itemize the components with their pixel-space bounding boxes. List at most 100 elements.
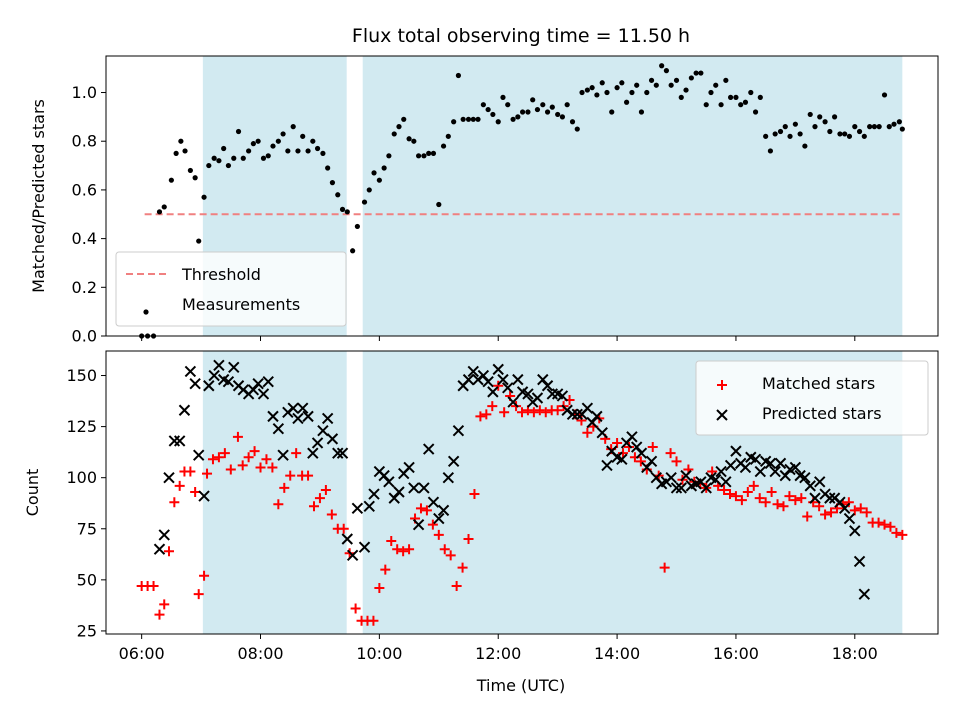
predicted-stars-point <box>858 588 871 600</box>
predicted-stars-point <box>715 465 727 478</box>
measurement-point <box>285 148 291 154</box>
measurement-point <box>782 124 788 130</box>
matched-stars-point <box>291 448 302 459</box>
matched-stars-point <box>618 448 629 459</box>
flux-ratio-panel: 0.0 0.2 0.4 0.6 0.8 1.0 Matched/Predicted star… <box>29 55 939 346</box>
predicted-stars-point <box>556 390 569 402</box>
matched-stars-point <box>802 511 813 522</box>
matched-stars-point <box>199 570 210 581</box>
measurement-point <box>485 106 491 113</box>
predicted-stars-point <box>487 386 499 398</box>
matched-stars-point <box>552 405 563 416</box>
measurement-point <box>534 106 541 113</box>
ratio-y-tick-label: 0.0 <box>72 327 97 346</box>
measurement-point <box>787 133 793 139</box>
matched-stars-point <box>219 448 230 459</box>
measurement-point <box>505 102 511 108</box>
x-tick-label: 08:00 <box>237 644 283 663</box>
matched-stars-point <box>404 544 415 555</box>
predicted-stars-point <box>272 422 285 435</box>
measurement-point <box>797 131 803 137</box>
matched-stars-point <box>457 562 468 573</box>
matched-stars-point <box>493 380 504 391</box>
measurement-point <box>644 89 650 96</box>
predicted-stars-point <box>287 402 299 414</box>
legend-entry-label: Threshold <box>181 265 261 284</box>
measurement-point <box>192 175 198 181</box>
predicted-stars-point <box>452 424 465 437</box>
measurement-point <box>713 82 719 88</box>
x-tick-label: 18:00 <box>832 644 878 663</box>
matched-stars-point <box>225 464 236 475</box>
count-legend: Matched stars Predicted stars <box>695 360 929 436</box>
measurement-point <box>386 153 392 159</box>
matched-stars-point <box>730 491 741 502</box>
predicted-stars-point <box>531 392 544 404</box>
measurement-point <box>767 148 774 154</box>
measurement-point <box>564 102 570 108</box>
measurement-point <box>718 102 724 108</box>
predicted-stars-point <box>522 388 534 400</box>
predicted-stars-point <box>203 380 215 392</box>
measurement-point <box>460 116 466 122</box>
matched-stars-point <box>778 501 789 512</box>
matched-stars-point <box>148 580 159 591</box>
matched-stars-point <box>879 519 890 530</box>
matched-stars-point <box>279 482 290 493</box>
predicted-stars-point <box>512 373 524 386</box>
matched-stars-point <box>185 466 196 477</box>
legend-measurements-swatch <box>143 309 149 315</box>
measurement-point <box>231 155 237 161</box>
measurement-point <box>540 102 546 108</box>
predicted-stars-point <box>311 437 324 449</box>
matched-stars-point <box>380 564 391 575</box>
matched-stars-point <box>433 529 444 540</box>
predicted-stars-point <box>418 482 430 494</box>
predicted-stars-point <box>710 474 722 486</box>
matched-stars-point <box>772 499 783 510</box>
predicted-stars-point <box>462 373 475 386</box>
predicted-stars-point <box>492 363 504 376</box>
predicted-stars-point <box>566 408 579 421</box>
predicted-stars-point <box>358 541 371 553</box>
measurement-point <box>519 109 526 115</box>
measurement-point <box>366 187 372 193</box>
predicted-stars-point <box>158 529 170 541</box>
measurement-point <box>406 136 412 142</box>
legend-box <box>695 360 929 436</box>
measurement-point <box>723 77 729 83</box>
measurement-point <box>555 111 561 118</box>
measurement-point <box>807 111 813 118</box>
measurement-point <box>688 75 694 81</box>
matched-stars-point <box>202 468 213 479</box>
measurement-point <box>156 209 163 215</box>
measurement-point <box>201 194 207 200</box>
predicted-stars-point <box>482 375 494 388</box>
matched-stars-point <box>849 505 860 516</box>
measurement-point <box>748 89 754 96</box>
matched-stars-point <box>398 546 409 557</box>
measurement-point <box>831 114 838 120</box>
matched-stars-point <box>897 529 908 540</box>
matched-stars-point <box>232 431 243 442</box>
predicted-stars-point <box>730 445 742 457</box>
matched-stars-point <box>665 448 676 459</box>
matched-stars-point <box>309 501 319 512</box>
predicted-stars-point <box>720 476 732 488</box>
measurement-point <box>738 102 744 108</box>
measurement-point <box>173 150 179 156</box>
predicted-stars-point <box>341 533 353 545</box>
matched-stars-point <box>273 499 284 510</box>
predicted-stars-point <box>645 455 658 468</box>
measurement-point <box>411 138 417 144</box>
measurement-point <box>668 82 674 88</box>
measurement-point <box>490 111 496 118</box>
measurement-point <box>235 128 242 135</box>
measurement-point <box>802 143 808 149</box>
predicted-stars-point <box>789 461 802 474</box>
measurement-point <box>693 70 699 76</box>
predicted-stars-point <box>601 459 613 472</box>
legend-entry-label: Predicted stars <box>762 404 882 423</box>
measurement-point <box>604 89 610 96</box>
x-tick-label: 14:00 <box>594 644 640 663</box>
